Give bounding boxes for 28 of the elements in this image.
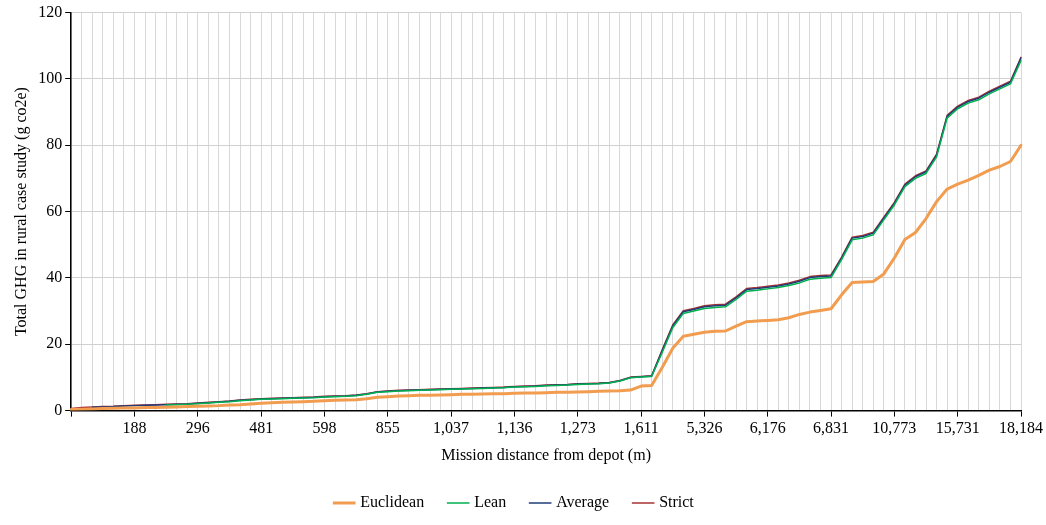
x-tick-label: 5,326 <box>686 419 723 437</box>
x-tick-label: 598 <box>312 419 337 437</box>
legend-label: Lean <box>474 493 507 511</box>
y-tick-label: 80 <box>46 135 63 153</box>
x-tick-label: 18,184 <box>999 419 1043 437</box>
y-tick-label: 0 <box>54 400 63 418</box>
x-tick-label: 296 <box>185 419 210 437</box>
x-tick-label: 1,273 <box>559 419 596 437</box>
x-axis-title: Mission distance from depot (m) <box>441 445 651 464</box>
y-tick-label: 20 <box>46 334 63 352</box>
y-tick-label: 100 <box>38 69 63 87</box>
legend-label: Average <box>556 493 610 512</box>
x-tick-label: 10,773 <box>872 419 917 437</box>
x-tick-label: 15,731 <box>935 419 980 437</box>
x-tick-label: 6,176 <box>749 419 786 437</box>
x-tick-label: 855 <box>375 419 400 437</box>
y-tick-label: 40 <box>46 268 63 286</box>
y-tick-label: 60 <box>46 201 63 219</box>
y-tick-label: 120 <box>38 2 63 20</box>
x-tick-label: 188 <box>122 419 147 437</box>
x-tick-label: 1,037 <box>433 419 470 437</box>
legend-label: Strict <box>659 493 695 511</box>
x-tick-label: 1,611 <box>623 419 659 437</box>
x-tick-label: 481 <box>249 419 274 437</box>
x-tick-label: 6,831 <box>813 419 850 437</box>
legend-label: Euclidean <box>360 493 425 511</box>
x-tick-label: 1,136 <box>496 419 533 437</box>
y-axis-title: Total GHG in rural case study (g co2e) <box>11 87 30 337</box>
